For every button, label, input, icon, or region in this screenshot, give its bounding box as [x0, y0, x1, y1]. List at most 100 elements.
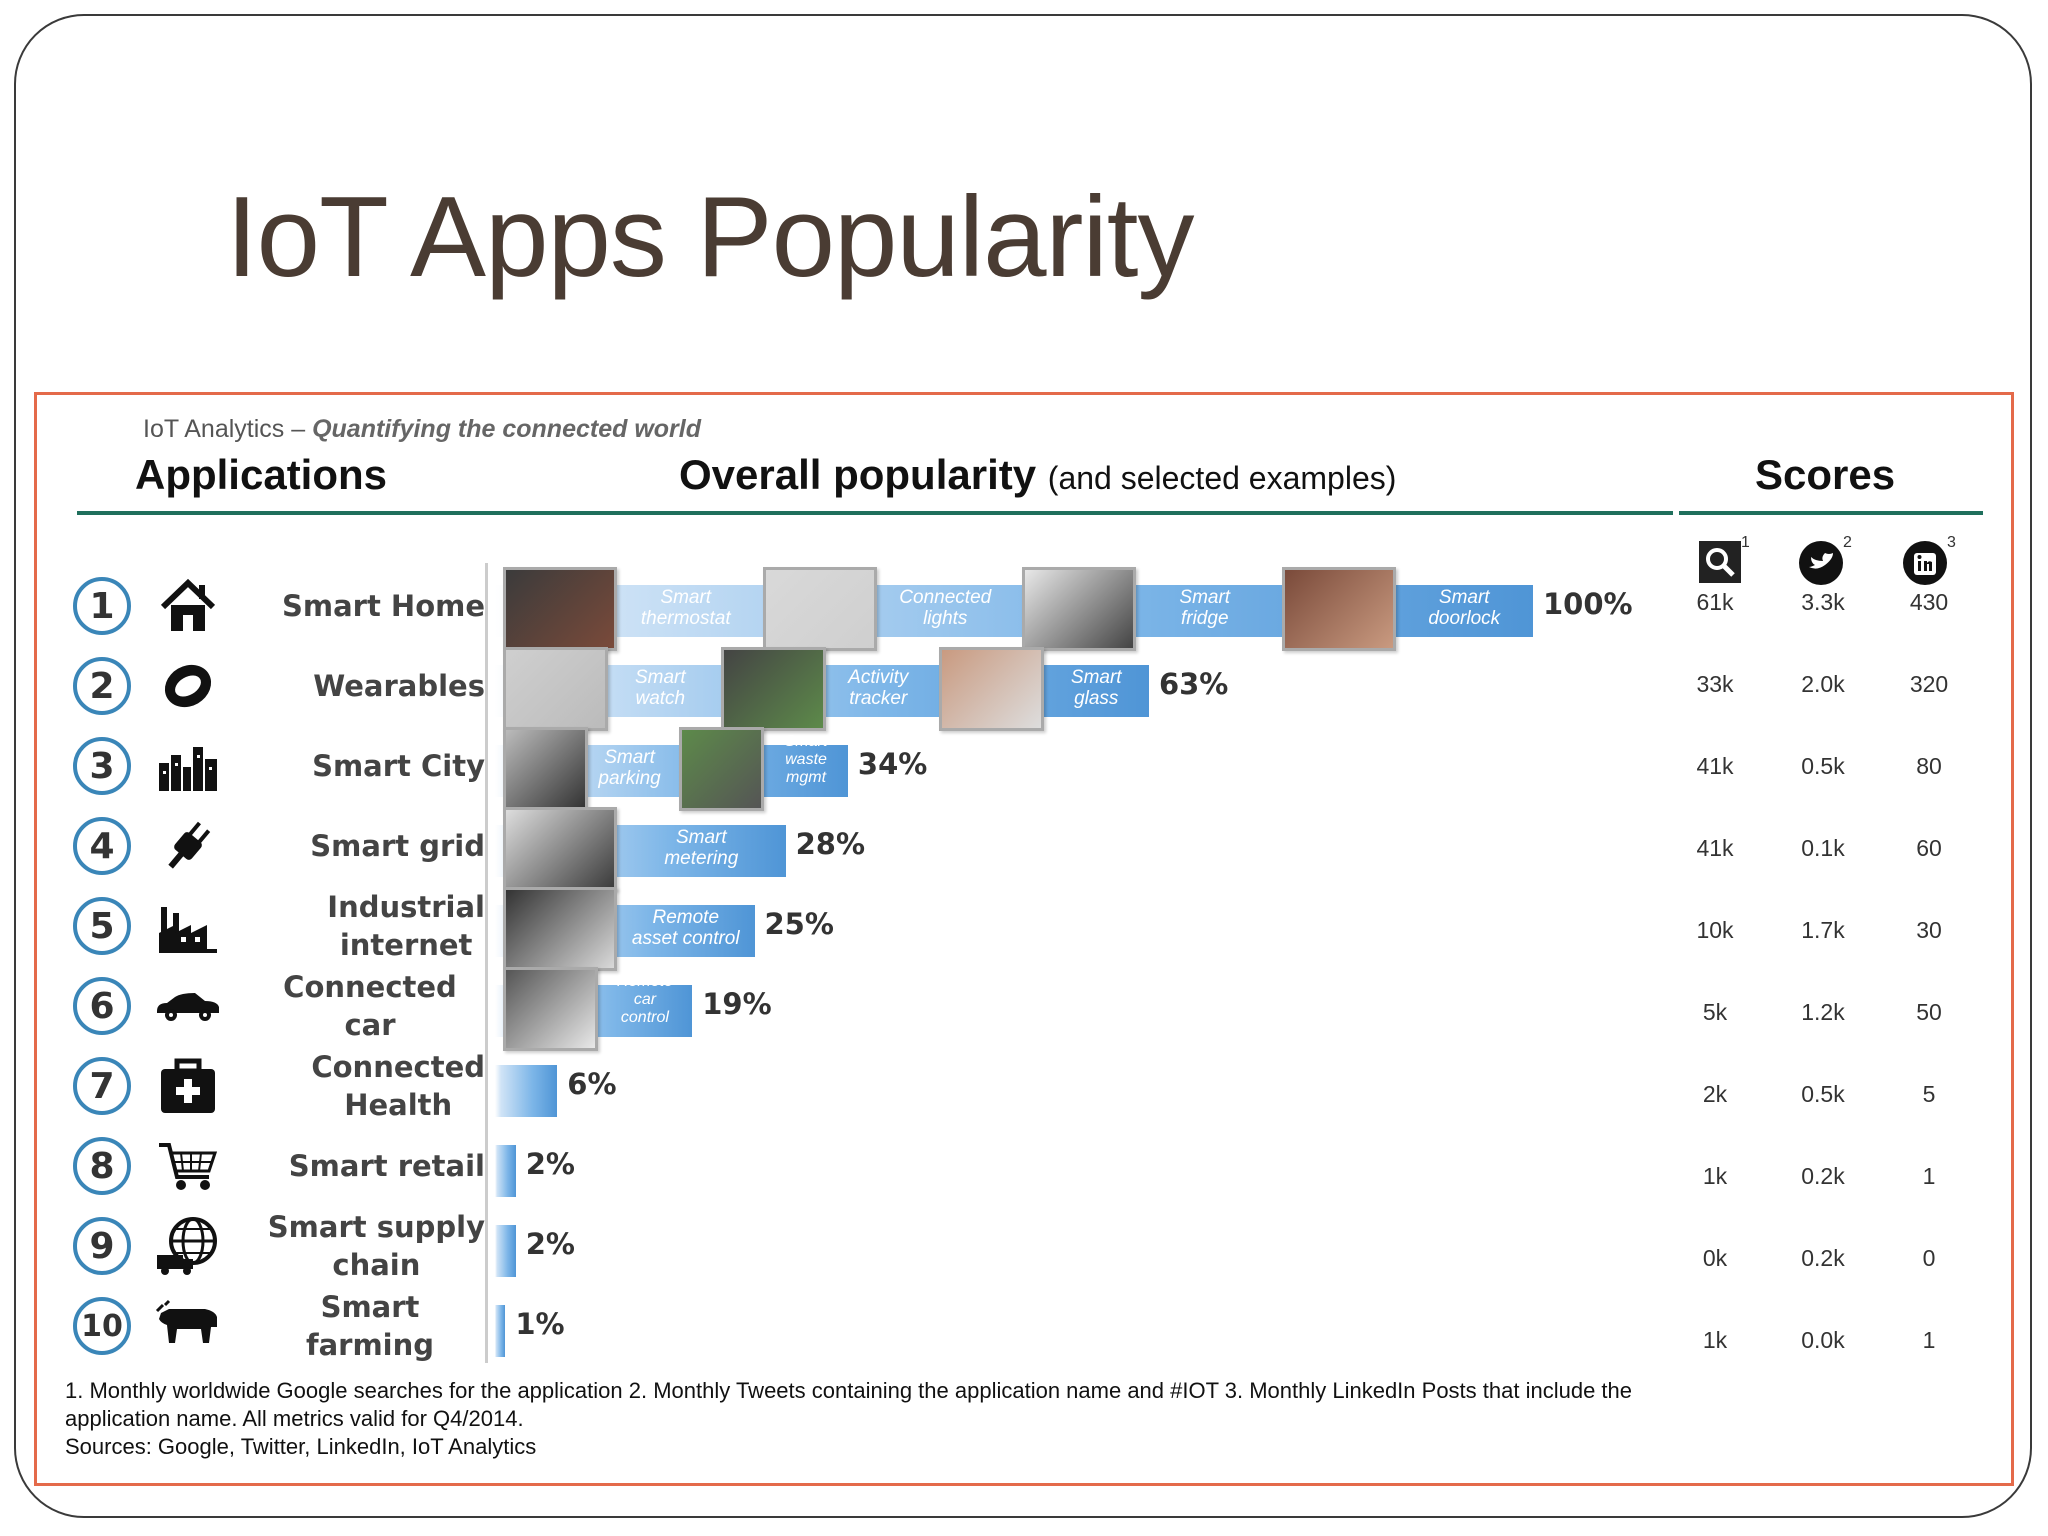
- popularity-value-label: 25%: [764, 907, 834, 941]
- tweet-score: 1.2k: [1801, 999, 1845, 1025]
- globe-truck-icon: [155, 1213, 221, 1279]
- app-label: Connected Health: [311, 1050, 485, 1122]
- popularity-value-label: 2%: [525, 1227, 575, 1261]
- city-icon: [155, 733, 221, 799]
- footnote: 1. Monthly worldwide Google searches for…: [65, 1377, 1965, 1461]
- search-score: 61k: [1696, 589, 1734, 615]
- popularity-value-label: 63%: [1158, 667, 1229, 701]
- linkedin-icon: 3: [1899, 534, 1956, 589]
- app-label: Wearables: [313, 669, 485, 703]
- example-item: Smart parking: [503, 727, 669, 811]
- rank-badge: 8: [73, 1137, 131, 1195]
- linkedin-score: 320: [1909, 671, 1949, 697]
- app-row: 4 Smart grid Smart metering 28% 41k 0.1k 60: [37, 807, 2011, 891]
- brand-dash: –: [291, 415, 306, 443]
- app-row: 3 Smart City Smart parking Smart waste mgmt 34%…: [37, 727, 2011, 811]
- popularity-header: Overall popularity (and selected example…: [679, 451, 1396, 499]
- popularity-rule: [489, 511, 1673, 515]
- app-label: Connected car: [283, 970, 457, 1042]
- example-item: Remote asset control: [503, 887, 753, 971]
- example-thumbnail: [503, 567, 617, 651]
- popularity-value-label: 100%: [1543, 587, 1633, 621]
- rank-badge: 5: [73, 897, 131, 955]
- svg-text:3: 3: [1947, 535, 1956, 551]
- example-thumbnail: [503, 647, 608, 731]
- rank-badge: 10: [73, 1297, 131, 1355]
- footnote-line-1: 1. Monthly worldwide Google searches for…: [65, 1378, 1632, 1403]
- linkedin-score: 430: [1909, 589, 1949, 615]
- example-thumbnail: [503, 807, 617, 891]
- tweet-score: 1.7k: [1801, 917, 1845, 943]
- first-aid-icon: [155, 1053, 221, 1119]
- search-score: 10k: [1696, 917, 1734, 943]
- example-item: Smart watch: [503, 647, 711, 731]
- example-label: Smart fridge: [1179, 587, 1231, 629]
- example-thumbnail: [679, 727, 765, 811]
- app-row: 9 Smart supply chain 2% 0k 0.2k 0: [37, 1210, 2011, 1291]
- example-label: Connected lights: [899, 587, 992, 629]
- rank-badge: 4: [73, 817, 131, 875]
- example-thumbnail: [762, 567, 877, 651]
- example-item: Smart doorlock: [1281, 567, 1532, 651]
- svg-text:1: 1: [1741, 535, 1749, 551]
- example-label: Activity tracker: [848, 667, 909, 709]
- app-label: Smart retail: [288, 1149, 485, 1183]
- scores-header: Scores: [1755, 451, 1896, 498]
- svg-text:2: 2: [1843, 535, 1852, 551]
- popularity-header-sub: (and selected examples): [1047, 460, 1397, 496]
- app-row: 5 Industrial internet Remote asset control 25…: [37, 887, 2011, 971]
- example-thumbnail: [720, 647, 826, 731]
- search-score: 2k: [1702, 1081, 1728, 1107]
- rank-badge: 1: [73, 577, 131, 635]
- search-score: 41k: [1696, 835, 1734, 861]
- slide-title: IoT Apps Popularity: [226, 174, 1194, 301]
- app-row: 6 Connected car Remote car control 19% 5k 1.2k 5…: [37, 967, 2011, 1051]
- popularity-value-label: 19%: [702, 987, 772, 1021]
- linkedin-score: 0: [1922, 1245, 1936, 1271]
- example-item: Connected lights: [762, 567, 1013, 651]
- linkedin-score: 60: [1916, 835, 1942, 861]
- brand-tagline: Quantifying the connected world: [312, 415, 701, 443]
- search-icon: 1: [1695, 534, 1750, 589]
- app-label: Smart supply chain: [267, 1210, 485, 1282]
- car-icon: [155, 973, 221, 1039]
- example-thumbnail: [503, 967, 598, 1051]
- search-score: 0k: [1702, 1245, 1728, 1271]
- example-thumbnail: [1022, 567, 1136, 651]
- example-thumbnail: [503, 727, 588, 811]
- example-label: Smart doorlock: [1428, 587, 1501, 629]
- popularity-value-label: 2%: [525, 1147, 575, 1181]
- plug-icon: [155, 813, 221, 879]
- app-row: 8 Smart retail 2% 1k 0.2k 1: [37, 1131, 2011, 1211]
- example-label: Smart thermostat: [640, 587, 731, 629]
- popularity-header-title: Overall popularity: [679, 451, 1037, 498]
- app-row: 2 Wearables Smart watch Activity tracker Smart…: [37, 647, 2011, 731]
- rank-badge: 9: [73, 1217, 131, 1275]
- bars-axis-line: [485, 563, 488, 1363]
- example-item: Activity tracker: [720, 647, 929, 731]
- search-score: 33k: [1696, 671, 1734, 697]
- applications-rule: [77, 511, 505, 515]
- tweet-score: 0.0k: [1801, 1327, 1845, 1353]
- linkedin-score: 5: [1922, 1081, 1936, 1107]
- example-thumbnail: [938, 647, 1044, 731]
- rank-badge: 2: [73, 657, 131, 715]
- example-label: Smart watch: [634, 667, 686, 709]
- app-row: 10 Smart farming 1% 1k 0.0k 1: [37, 1290, 2011, 1371]
- example-item: Smart waste mgmt: [679, 727, 845, 811]
- example-label: Remote car control: [616, 973, 673, 1026]
- app-row: 1 Smart Home Smart thermostat Connected light…: [37, 567, 2011, 651]
- tweet-score: 0.1k: [1801, 835, 1845, 861]
- scores-rule: [1679, 511, 1983, 515]
- popularity-value-label: 1%: [515, 1307, 565, 1341]
- popularity-bar: [495, 1305, 506, 1357]
- house-icon: [155, 573, 221, 639]
- factory-icon: [155, 893, 221, 959]
- linkedin-score: 80: [1916, 753, 1942, 779]
- example-item: Remote car control: [503, 967, 690, 1051]
- twitter-icon: 2: [1795, 534, 1852, 589]
- cart-icon: [155, 1133, 221, 1199]
- popularity-value-label: 6%: [567, 1067, 617, 1101]
- example-label: Smart metering: [664, 827, 739, 869]
- infographic: IoT Analytics – Quantifying the connecte…: [34, 392, 2014, 1486]
